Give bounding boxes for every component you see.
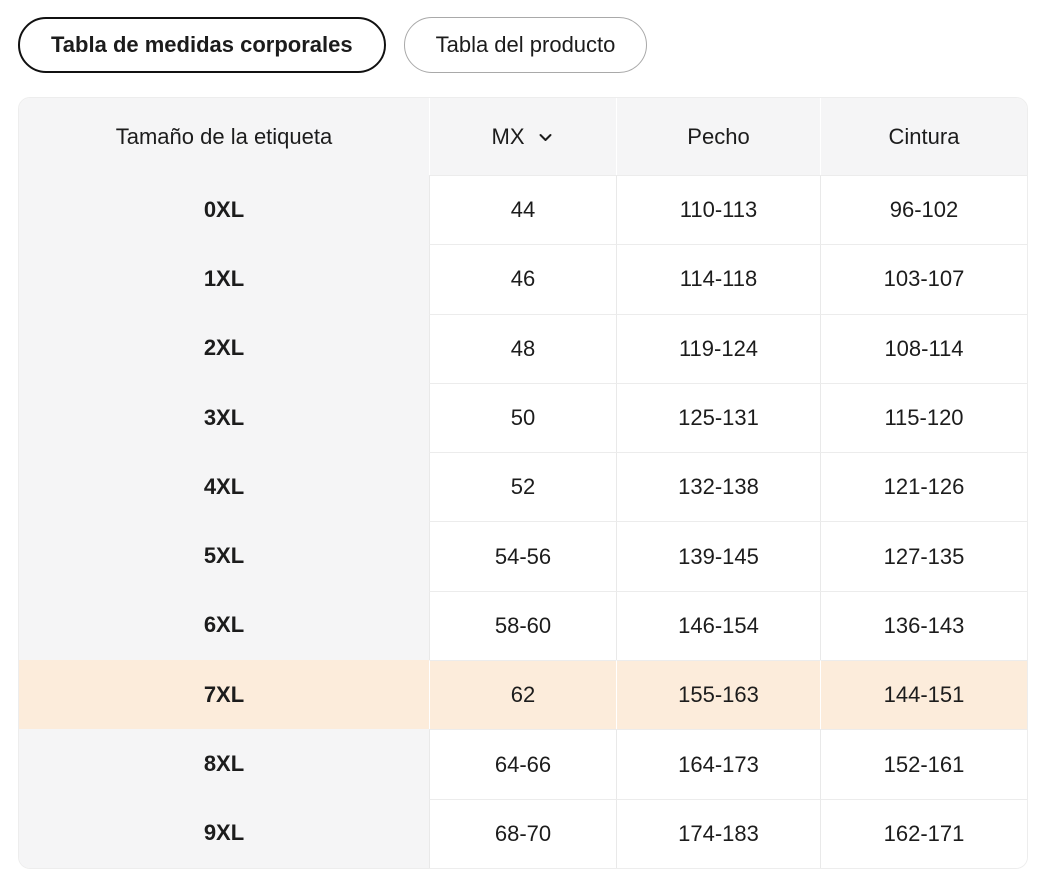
- cintura-value-cell: 127-135: [820, 521, 1027, 591]
- table-row: 9XL 68-70 174-183 162-171: [19, 798, 1027, 868]
- size-label-cell: 7XL: [19, 660, 429, 730]
- mx-value-cell: 46: [429, 244, 616, 314]
- size-label-cell: 4XL: [19, 452, 429, 522]
- column-header-cintura: Cintura: [820, 98, 1027, 175]
- pecho-value-cell: 110-113: [616, 175, 820, 245]
- column-header-pecho: Pecho: [616, 98, 820, 175]
- pecho-value-cell: 164-173: [616, 729, 820, 799]
- table-row: 2XL 48 119-124 108-114: [19, 313, 1027, 383]
- pecho-value-cell: 139-145: [616, 521, 820, 591]
- cintura-value-cell: 108-114: [820, 313, 1027, 383]
- pecho-value-cell: 146-154: [616, 590, 820, 661]
- mx-value-cell: 64-66: [429, 729, 616, 799]
- tab-product-measurements[interactable]: Tabla del producto: [403, 17, 648, 73]
- table-row: 4XL 52 132-138 121-126: [19, 452, 1027, 522]
- cintura-value-cell: 121-126: [820, 452, 1027, 522]
- size-label-cell: 8XL: [19, 729, 429, 799]
- table-row: 3XL 50 125-131 115-120: [19, 382, 1027, 453]
- pecho-value-cell: 155-163: [616, 660, 820, 730]
- table-header-row: Tamaño de la etiqueta MX Pecho Cintura: [19, 98, 1027, 175]
- mx-value-cell: 54-56: [429, 521, 616, 591]
- mx-value-cell: 48: [429, 313, 616, 383]
- column-header-size-label: Tamaño de la etiqueta: [19, 98, 429, 175]
- size-label-cell: 6XL: [19, 590, 429, 661]
- size-chart-table: Tamaño de la etiqueta MX Pecho Cintura 0…: [18, 97, 1028, 869]
- table-row: 5XL 54-56 139-145 127-135: [19, 521, 1027, 591]
- size-label-cell: 1XL: [19, 244, 429, 314]
- cintura-value-cell: 96-102: [820, 175, 1027, 245]
- column-header-mx-label: MX: [491, 123, 525, 149]
- pecho-value-cell: 174-183: [616, 798, 820, 868]
- size-chart-tabs: Tabla de medidas corporales Tabla del pr…: [0, 0, 1046, 73]
- mx-value-cell: 50: [429, 382, 616, 453]
- table-row: 6XL 58-60 146-154 136-143: [19, 590, 1027, 661]
- tab-body-measurements[interactable]: Tabla de medidas corporales: [18, 17, 386, 73]
- mx-value-cell: 58-60: [429, 590, 616, 661]
- size-label-cell: 3XL: [19, 382, 429, 453]
- cintura-value-cell: 115-120: [820, 382, 1027, 453]
- size-label-cell: 5XL: [19, 521, 429, 591]
- size-label-cell: 0XL: [19, 175, 429, 245]
- size-label-cell: 2XL: [19, 313, 429, 383]
- pecho-value-cell: 119-124: [616, 313, 820, 383]
- cintura-value-cell: 103-107: [820, 244, 1027, 314]
- mx-value-cell: 68-70: [429, 798, 616, 868]
- table-row: 1XL 46 114-118 103-107: [19, 244, 1027, 314]
- table-row-highlighted: 7XL 62 155-163 144-151: [19, 660, 1027, 730]
- mx-value-cell: 62: [429, 660, 616, 730]
- pecho-value-cell: 132-138: [616, 452, 820, 522]
- chevron-down-icon[interactable]: [536, 128, 555, 147]
- mx-value-cell: 52: [429, 452, 616, 522]
- pecho-value-cell: 114-118: [616, 244, 820, 314]
- mx-value-cell: 44: [429, 175, 616, 245]
- table-row: 8XL 64-66 164-173 152-161: [19, 729, 1027, 799]
- cintura-value-cell: 162-171: [820, 798, 1027, 868]
- cintura-value-cell: 152-161: [820, 729, 1027, 799]
- column-header-mx-dropdown[interactable]: MX: [429, 98, 616, 175]
- table-row: 0XL 44 110-113 96-102: [19, 175, 1027, 245]
- size-label-cell: 9XL: [19, 798, 429, 868]
- cintura-value-cell: 136-143: [820, 590, 1027, 661]
- cintura-value-cell: 144-151: [820, 660, 1027, 730]
- pecho-value-cell: 125-131: [616, 382, 820, 453]
